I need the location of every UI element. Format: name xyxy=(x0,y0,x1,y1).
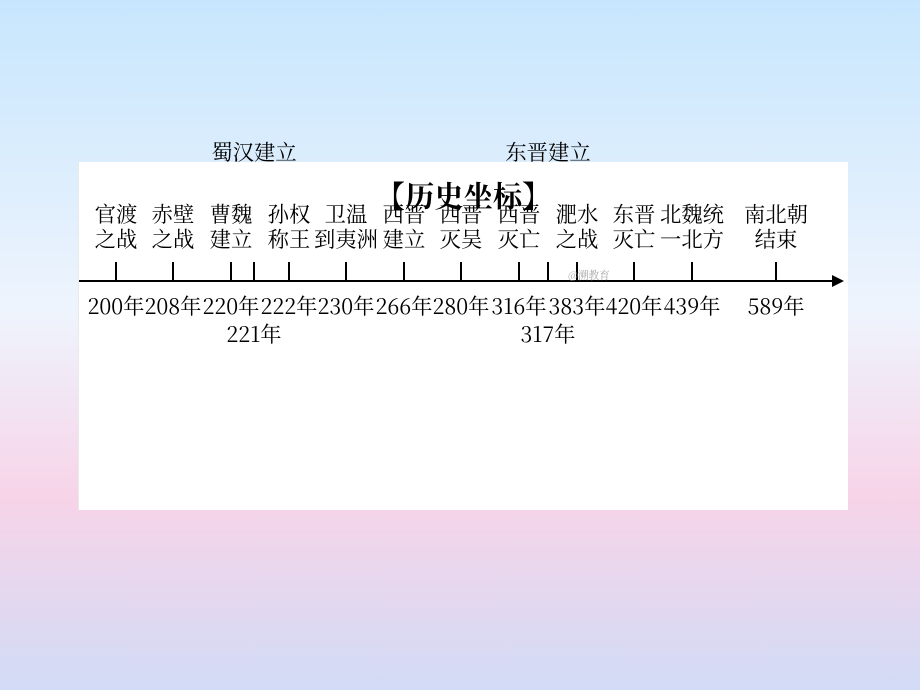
timeline-tick-secondary xyxy=(253,262,255,280)
timeline-year-label: 208年 xyxy=(144,290,201,321)
upper-era-label: 东晋建立 xyxy=(505,140,590,165)
timeline-year-label: 222年 xyxy=(260,290,317,321)
timeline-year-label: 439年 xyxy=(663,290,720,321)
timeline-year-label: 383年 xyxy=(549,290,606,321)
timeline-tick-secondary xyxy=(547,262,549,280)
timeline-panel: 【历史坐标】 蜀汉建立东晋建立官渡之战200年赤壁之战208年曹魏建立220年孙… xyxy=(78,162,848,510)
timeline-event-label: 西晋灭亡 xyxy=(498,202,541,251)
timeline-event-label: 南北朝结束 xyxy=(744,202,808,251)
timeline-year-label: 266年 xyxy=(375,290,432,321)
timeline-axis xyxy=(79,280,833,282)
timeline-tick xyxy=(633,262,635,280)
timeline-event-label: 孙权称王 xyxy=(268,202,311,251)
timeline-tick xyxy=(288,262,290,280)
slide-root: 【历史坐标】 蜀汉建立东晋建立官渡之战200年赤壁之战208年曹魏建立220年孙… xyxy=(0,0,920,690)
timeline-year-label: 220年 xyxy=(202,290,259,321)
timeline-year-label: 200年 xyxy=(88,290,145,321)
timeline-event-label: 西晋建立 xyxy=(383,202,426,251)
timeline-tick xyxy=(518,262,520,280)
timeline-tick xyxy=(691,262,693,280)
timeline-event-label: 赤壁之战 xyxy=(152,202,195,251)
timeline-tick xyxy=(230,262,232,280)
timeline-event-label: 西晋灭吴 xyxy=(440,202,483,251)
timeline-tick xyxy=(460,262,462,280)
timeline-tick xyxy=(115,262,117,280)
timeline-tick xyxy=(403,262,405,280)
timeline-event-label: 官渡之战 xyxy=(95,202,138,251)
timeline-event-label: 淝水之战 xyxy=(556,202,599,251)
timeline-tick xyxy=(345,262,347,280)
timeline-tick xyxy=(775,262,777,280)
upper-era-label: 蜀汉建立 xyxy=(211,140,296,165)
timeline-tick xyxy=(172,262,174,280)
timeline-event-label: 北魏统一北方 xyxy=(660,202,724,251)
timeline-arrow-icon xyxy=(832,275,844,287)
timeline-event-label: 卫温到夷洲 xyxy=(314,202,378,251)
watermark-text: @溯教育 xyxy=(568,268,610,283)
timeline-year-label: 280年 xyxy=(432,290,489,321)
timeline-year-label-secondary: 221年 xyxy=(226,318,281,349)
timeline-year-label: 420年 xyxy=(606,290,663,321)
timeline-event-label: 曹魏建立 xyxy=(210,202,253,251)
timeline-year-label: 230年 xyxy=(318,290,375,321)
timeline-year-label: 316年 xyxy=(491,290,546,321)
timeline-year-label-secondary: 317年 xyxy=(521,318,576,349)
timeline-event-label: 东晋灭亡 xyxy=(613,202,656,251)
timeline-year-label: 589年 xyxy=(747,290,804,321)
